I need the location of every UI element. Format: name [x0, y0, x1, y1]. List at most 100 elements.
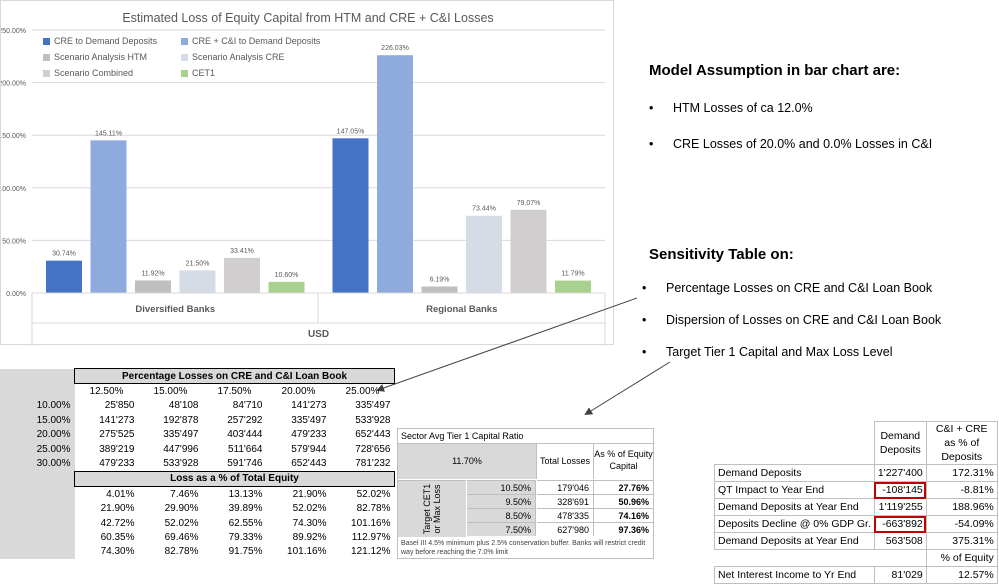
sens-cell: 335'497: [291, 414, 327, 426]
chart-panel: Estimated Loss of Equity Capital from HT…: [0, 0, 614, 346]
loss-cell: 29.90%: [164, 503, 199, 515]
category-label: Diversified Banks: [135, 304, 215, 315]
deposits-row: QT Impact to Year End -108'145 -8.81%: [714, 481, 998, 499]
legend-item: CRE + C&I to Demand Deposits: [181, 36, 320, 46]
deposits-row: Demand Deposits at Year End 1'119'255 188.…: [714, 498, 998, 516]
legend-item: Scenario Analysis HTM: [43, 52, 147, 62]
deposits-col-demand: Demand Deposits: [873, 421, 927, 465]
loss-cell: 91.75%: [228, 546, 263, 558]
tier1-footnote: Basel III 4.5% minimum plus 2.5% conserv…: [401, 540, 646, 556]
tier1-losses: 328'691: [537, 494, 594, 508]
loss-cell: 82.78%: [164, 546, 199, 558]
y-tick-label: 250.00%: [1, 28, 26, 35]
legend-swatch: [43, 54, 50, 62]
deposits-row-label: Deposits Decline @ 0% GDP Gr.: [714, 515, 875, 533]
model-item-htm: HTM Losses of ca 12.0%: [649, 101, 813, 115]
bar-data-label: 11.92%: [141, 270, 164, 277]
sens-row: 15.00% 141'273 192'878 257'292 335'497 533'92…: [0, 413, 395, 428]
sens-cell: 533'928: [163, 458, 199, 470]
sens-cell: 141'273: [99, 414, 135, 426]
bar-diversified-1: [90, 140, 127, 293]
deposits-value: -108'145: [873, 481, 927, 499]
deposits-pct: 172.31%: [925, 464, 998, 482]
bar-data-label: 73.44%: [472, 206, 496, 213]
loss-cell: 39.89%: [228, 503, 263, 515]
bar-regional-1: [377, 55, 413, 294]
bar-data-label: 30.74%: [52, 251, 76, 258]
legend-item: Scenario Combined: [43, 68, 133, 78]
model-assumption-title: Model Assumption in bar chart are:: [649, 62, 901, 79]
bar-data-label: 11.79%: [561, 271, 584, 278]
loss-row: 42.72% 52.02% 62.55% 74.30% 101.16%: [0, 515, 395, 531]
loss-cell: 69.46%: [164, 531, 199, 543]
loss-cell: 121.12%: [351, 546, 391, 558]
tier1-col-pct-equity: As % of Equity Capital: [594, 449, 653, 471]
deposits-table: Demand Deposits C&I + CRE as % of Deposi…: [714, 421, 998, 584]
sens-cell: 48'108: [168, 400, 199, 412]
legend-label: Scenario Analysis CRE: [192, 52, 285, 62]
tier1-pct: 97.36%: [594, 522, 653, 536]
tier1-target: 9.50%: [467, 494, 536, 508]
sens-cell: 652'443: [355, 429, 391, 441]
bar-data-label: 6.19%: [430, 276, 450, 283]
y-tick-label: 100.00%: [1, 186, 26, 193]
y-tick-label: 50.00%: [2, 238, 26, 245]
bar-data-label: 33.41%: [230, 248, 254, 255]
loss-cell: 74.30%: [292, 517, 327, 529]
nii-label: Net Interest Income to Yr End: [714, 566, 875, 584]
loss-table-title: Loss as a % of Total Equity: [74, 470, 395, 488]
sensitivity-title: Sensitivity Table on:: [649, 246, 794, 263]
sens-row: 10.00% 25'850 48'108 84'710 141'273 335'497: [0, 398, 395, 414]
sens-cell: 447'996: [163, 443, 199, 455]
deposits-row-label: QT Impact to Year End: [714, 481, 875, 499]
bar-diversified-5: [268, 281, 305, 293]
sens-cell: 389'219: [99, 443, 135, 455]
bar-data-label: 226.03%: [381, 45, 409, 52]
loss-cell: 62.55%: [228, 517, 263, 529]
sens-row-label: 30.00%: [0, 456, 75, 472]
loss-cell: 82.78%: [356, 503, 391, 515]
sens-cell: 728'656: [355, 443, 391, 455]
deposits-row-label: Demand Deposits at Year End: [714, 498, 875, 516]
deposits-pct: -8.81%: [925, 481, 998, 499]
legend-label: CET1: [192, 68, 216, 78]
bar-diversified-0: [46, 260, 82, 293]
legend-label: Scenario Analysis HTM: [54, 52, 148, 62]
bar-regional-3: [466, 215, 502, 293]
sens-cell: 533'928: [355, 414, 391, 426]
tier1-side-label: Target CET1 or Max Loss: [422, 483, 442, 535]
sens-cell: 479'233: [291, 429, 327, 441]
loss-row: 74.30% 82.78% 91.75% 101.16% 121.12%: [0, 544, 395, 560]
tier1-target: 8.50%: [467, 508, 536, 522]
tier1-col-total-losses: Total Losses: [537, 444, 594, 479]
y-tick-label: 150.00%: [1, 133, 26, 140]
deposits-row-label: Demand Deposits at Year End: [714, 532, 875, 550]
legend-swatch: [43, 38, 50, 46]
loss-cell: 52.02%: [164, 517, 199, 529]
sens-cell: 275'525: [99, 429, 135, 441]
deposits-pct: 188.96%: [925, 498, 998, 516]
tier1-target: 10.50%: [467, 480, 536, 494]
sens-cell: 781'232: [355, 458, 391, 470]
sens-cell: 257'292: [227, 414, 263, 426]
legend-swatch: [43, 70, 50, 78]
loss-cell: 112.97%: [351, 531, 391, 543]
sens-cell: 579'944: [291, 443, 327, 455]
legend-label: CRE + C&I to Demand Deposits: [192, 36, 321, 46]
tier1-pct: 27.76%: [594, 480, 653, 494]
legend-item: CRE to Demand Deposits: [43, 36, 157, 46]
tier1-side-cell: Target CET1 or Max Loss: [398, 480, 466, 537]
loss-cell: 52.02%: [356, 488, 391, 500]
deposits-row: Demand Deposits at Year End 563'508 375.31…: [714, 532, 998, 550]
tier1-losses: 627'980: [537, 522, 594, 536]
bar-diversified-4: [224, 257, 260, 293]
sens-row: 30.00% 479'233 533'928 591'746 652'443 781'23…: [0, 456, 395, 472]
sens-col-header: 12.50%: [89, 386, 124, 398]
loss-row: 21.90% 29.90% 39.89% 52.02% 82.78%: [0, 501, 395, 516]
deposits-value: -663'892: [873, 515, 927, 533]
tier1-pct: 50.96%: [594, 494, 653, 508]
deposits-value: 1'119'255: [873, 498, 927, 516]
sens-cell: 511'664: [227, 443, 263, 455]
legend-swatch: [181, 54, 188, 62]
sensitivity-item-dispersion: Dispersion of Losses on CRE and C&I Loan…: [642, 313, 941, 327]
